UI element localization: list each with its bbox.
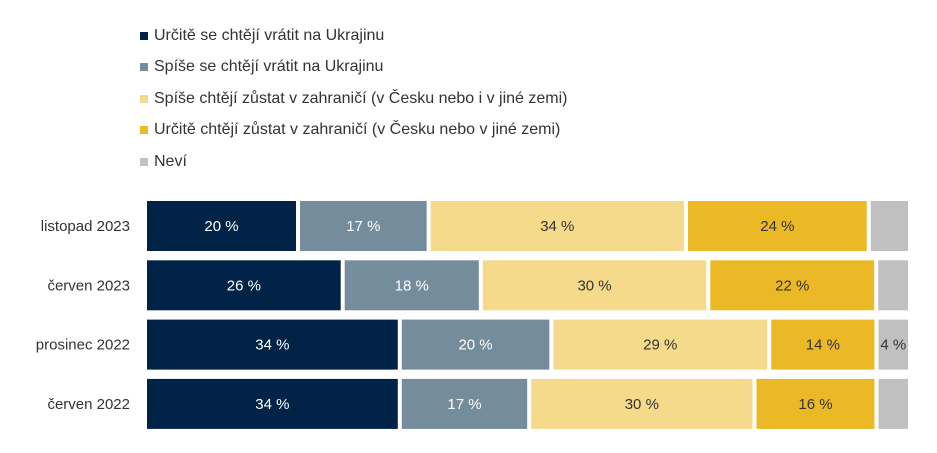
data-label: 4 % [880,337,906,354]
legend-swatch [140,63,148,72]
data-label: 29 % [643,337,677,354]
data-label: 20 % [458,337,492,354]
legend-item: Spíše chtějí zůstat v zahraničí (v Česku… [140,83,568,115]
bar-segment [756,378,875,429]
legend: Určitě se chtějí vrátit na Ukrajinu Spíše… [140,20,568,178]
data-label: 20 % [204,218,238,235]
data-label: 16 % [798,396,832,413]
legend-swatch [140,94,148,103]
bar-segment [870,201,908,251]
bar-segment [147,378,398,429]
bar-segment [687,201,867,251]
legend-label: Určitě chtějí zůstat v zahraničí (v Česk… [154,121,561,139]
legend-item: Spíše se chtějí vrátit na Ukrajinu [140,52,568,84]
legend-item: Určitě se chtějí vrátit na Ukrajinu [140,20,568,52]
data-label: 30 % [577,277,611,294]
data-label: 30 % [625,396,659,413]
category-label: červen 2023 [47,277,130,294]
bar-segment [531,378,753,429]
bar-segment [878,378,908,429]
bar-segment [147,201,296,251]
bar-segment [147,319,398,370]
bar-segment [401,378,528,429]
data-label: 17 % [346,218,380,235]
category-label: červen 2022 [47,396,130,413]
data-label: 34 % [540,218,574,235]
data-label: 24 % [760,218,794,235]
data-label: 26 % [227,277,261,294]
bar-segment [878,319,908,370]
legend-swatch [140,31,148,40]
category-label: prosinec 2022 [36,337,130,354]
legend-label: Spíše chtějí zůstat v zahraničí (v Česku… [154,89,568,107]
bar-segment [430,201,684,251]
data-label: 22 % [775,277,809,294]
legend-swatch [140,126,148,135]
data-label: 34 % [255,337,289,354]
data-label: 18 % [395,277,429,294]
legend-item: Určitě chtějí zůstat v zahraničí (v Česk… [140,115,568,147]
bar-segment [147,260,341,311]
bar-segment [710,260,875,311]
bar-segment [300,201,427,251]
bar-segment [344,260,479,311]
legend-label: Neví [154,152,187,170]
data-label: 34 % [255,396,289,413]
legend-label: Určitě se chtějí vrátit na Ukrajinu [154,26,385,44]
legend-label: Spíše se chtějí vrátit na Ukrajinu [154,58,384,76]
bar-segment [878,260,908,311]
legend-item: Neví [140,146,568,178]
bar-segment [401,319,550,370]
data-label: 14 % [806,337,840,354]
bar-segment [553,319,768,370]
legend-swatch [140,157,148,166]
bar-segment [482,260,707,311]
bar-segment [771,319,875,370]
data-label: 17 % [447,396,481,413]
category-label: listopad 2023 [41,218,130,235]
